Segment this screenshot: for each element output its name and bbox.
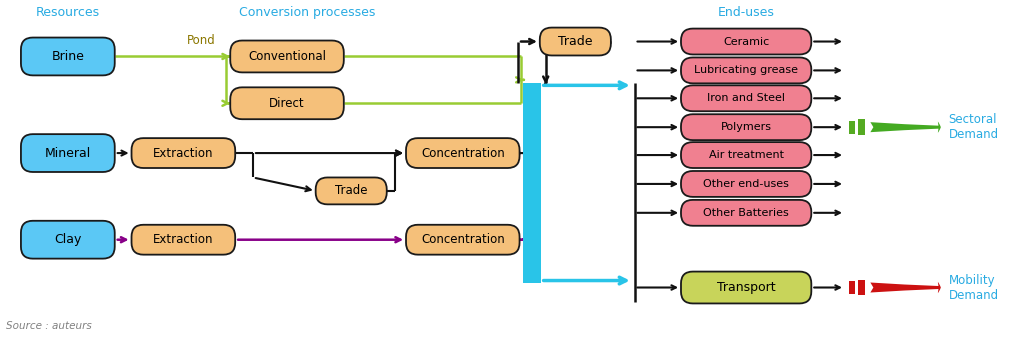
FancyBboxPatch shape — [681, 114, 811, 140]
Text: Ceramic: Ceramic — [723, 37, 770, 47]
FancyBboxPatch shape — [681, 271, 811, 304]
Text: End-uses: End-uses — [718, 6, 775, 19]
Bar — [848, 121, 855, 134]
Text: Conversion processes: Conversion processes — [238, 6, 375, 19]
FancyBboxPatch shape — [406, 225, 519, 255]
Text: Other end-uses: Other end-uses — [703, 179, 789, 189]
Text: Clay: Clay — [55, 233, 82, 246]
FancyBboxPatch shape — [681, 86, 811, 111]
Text: Other Batteries: Other Batteries — [703, 208, 789, 218]
Text: Extraction: Extraction — [154, 147, 213, 160]
Text: Iron and Steel: Iron and Steel — [707, 93, 785, 103]
FancyBboxPatch shape — [131, 225, 235, 255]
Text: Trade: Trade — [559, 35, 593, 48]
Bar — [858, 119, 865, 135]
Bar — [523, 83, 540, 283]
FancyBboxPatch shape — [21, 134, 115, 172]
Text: Direct: Direct — [270, 97, 305, 110]
FancyBboxPatch shape — [681, 57, 811, 83]
Bar — [858, 280, 865, 295]
FancyBboxPatch shape — [131, 138, 235, 168]
Text: Trade: Trade — [335, 185, 368, 197]
Text: Extraction: Extraction — [154, 233, 213, 246]
FancyBboxPatch shape — [539, 28, 611, 55]
Text: Conventional: Conventional — [248, 50, 326, 63]
FancyBboxPatch shape — [316, 177, 387, 204]
Text: Sectoral
Demand: Sectoral Demand — [948, 113, 999, 141]
FancyBboxPatch shape — [681, 142, 811, 168]
Text: Concentration: Concentration — [421, 147, 505, 160]
Text: Resources: Resources — [35, 6, 100, 19]
Text: Pond: Pond — [187, 33, 216, 47]
FancyBboxPatch shape — [681, 200, 811, 226]
Text: Brine: Brine — [52, 50, 84, 63]
Text: Mobility
Demand: Mobility Demand — [948, 273, 999, 301]
Bar — [848, 282, 855, 294]
Text: Air treatment: Air treatment — [709, 150, 784, 160]
FancyBboxPatch shape — [21, 221, 115, 259]
Text: Concentration: Concentration — [421, 233, 505, 246]
Text: Source : auteurs: Source : auteurs — [6, 321, 91, 331]
FancyBboxPatch shape — [681, 29, 811, 54]
FancyBboxPatch shape — [406, 138, 519, 168]
Text: Transport: Transport — [717, 281, 776, 294]
FancyBboxPatch shape — [681, 171, 811, 197]
FancyBboxPatch shape — [230, 41, 343, 72]
FancyBboxPatch shape — [21, 38, 115, 75]
Text: Mineral: Mineral — [44, 147, 91, 160]
Text: Polymers: Polymers — [721, 122, 772, 132]
FancyBboxPatch shape — [230, 87, 343, 119]
Text: Lubricating grease: Lubricating grease — [694, 66, 798, 75]
